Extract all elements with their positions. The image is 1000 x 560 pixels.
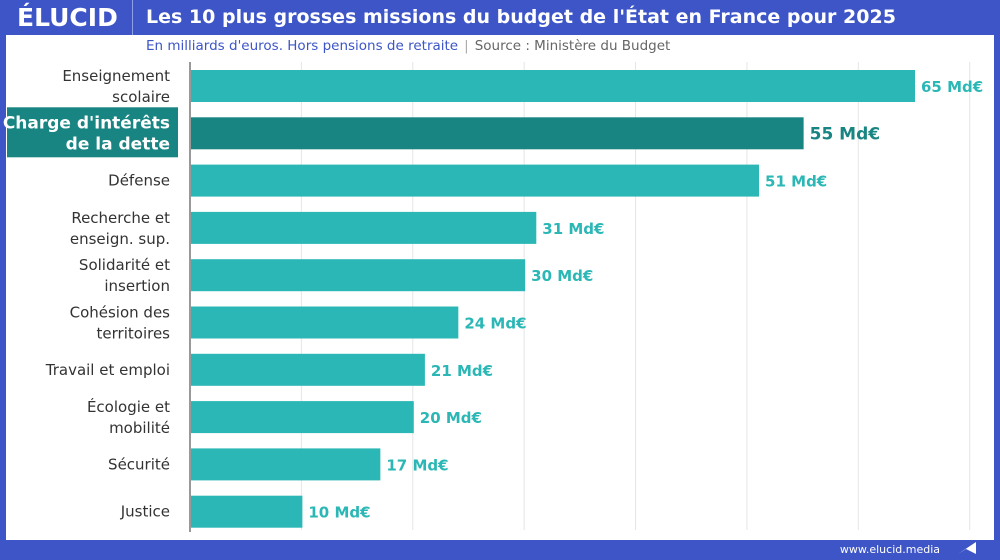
data-label: 55 Md€ bbox=[810, 124, 881, 144]
data-label: 20 Md€ bbox=[420, 409, 482, 427]
category-label: Sécurité bbox=[108, 455, 170, 473]
bar bbox=[191, 70, 915, 102]
bar bbox=[191, 495, 303, 528]
bar bbox=[191, 259, 526, 292]
data-label: 51 Md€ bbox=[765, 173, 827, 191]
source-text: Source : Ministère du Budget bbox=[474, 38, 671, 54]
header-divider bbox=[132, 0, 133, 35]
category-label: Écologie et bbox=[87, 397, 170, 416]
data-label: 65 Md€ bbox=[921, 78, 983, 96]
category-label: enseign. sup. bbox=[70, 230, 170, 248]
bar bbox=[191, 448, 381, 481]
category-label: insertion bbox=[104, 277, 170, 295]
category-label: Recherche et bbox=[71, 209, 170, 227]
bar bbox=[191, 117, 804, 150]
chart-title: Les 10 plus grosses missions du budget d… bbox=[146, 6, 896, 28]
category-label: Travail et emploi bbox=[45, 361, 170, 379]
category-label: Défense bbox=[108, 172, 170, 190]
highlight-label-box bbox=[7, 107, 178, 158]
chart-subtitle: En milliards d'euros. Hors pensions de r… bbox=[146, 38, 670, 54]
category-label: scolaire bbox=[112, 88, 170, 106]
subtitle-text: En milliards d'euros. Hors pensions de r… bbox=[146, 38, 459, 54]
category-label: territoires bbox=[97, 325, 171, 343]
bar bbox=[191, 164, 760, 197]
data-label: 24 Md€ bbox=[464, 315, 526, 333]
header: ÉLUCID Les 10 plus grosses missions du b… bbox=[0, 0, 1000, 35]
elucid-logo: ÉLUCID bbox=[17, 3, 118, 32]
footer-url[interactable]: www.elucid.media bbox=[839, 543, 940, 556]
category-label: Charge d'intérêts bbox=[3, 113, 170, 133]
category-label: Justice bbox=[120, 503, 170, 521]
subtitle-separator: | bbox=[464, 38, 469, 54]
category-label: Cohésion des bbox=[70, 304, 171, 322]
data-label: 21 Md€ bbox=[431, 362, 493, 380]
category-label: de la dette bbox=[66, 134, 170, 154]
data-label: 31 Md€ bbox=[542, 220, 604, 238]
category-label: Enseignement bbox=[62, 67, 170, 85]
elucid-flag-icon bbox=[958, 542, 976, 554]
data-label: 17 Md€ bbox=[386, 456, 448, 474]
bar bbox=[191, 211, 537, 244]
bar bbox=[191, 353, 425, 386]
data-label: 10 Md€ bbox=[308, 504, 370, 522]
bar bbox=[191, 401, 414, 434]
data-label: 30 Md€ bbox=[531, 267, 593, 285]
category-label: Solidarité et bbox=[79, 256, 170, 274]
bar bbox=[191, 306, 459, 339]
category-label: mobilité bbox=[109, 419, 170, 437]
